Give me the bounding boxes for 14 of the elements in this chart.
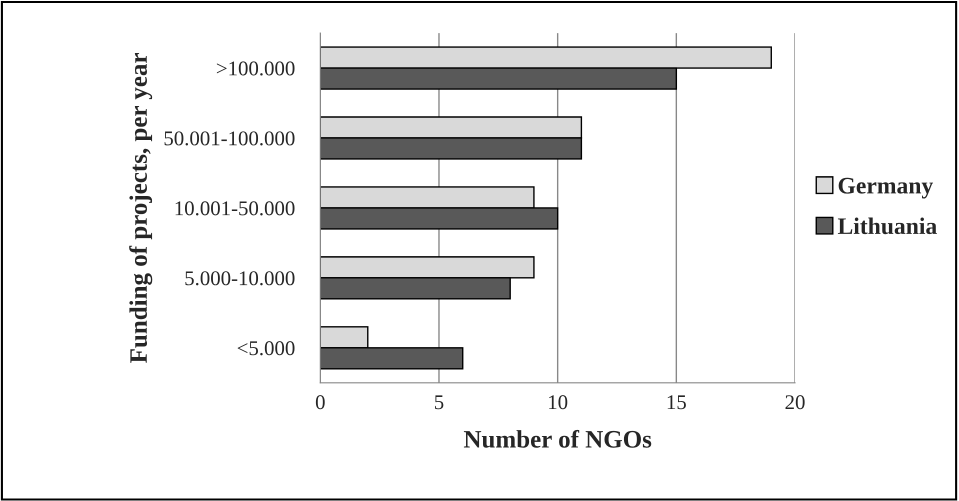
x-axis-title: Number of NGOs: [464, 430, 652, 448]
y-tick-label: >100.000: [216, 61, 295, 76]
legend-label: Germany: [838, 178, 934, 199]
legend-label: Lithuania: [838, 218, 937, 234]
y-tick-label: 50.001-100.000: [164, 131, 295, 146]
x-tick-label: 20: [786, 395, 805, 410]
y-axis-title: Funding of projects, per year: [129, 53, 152, 363]
y-tick-label: <5.000: [238, 341, 295, 356]
y-tick-label: 10.001-50.000: [176, 201, 295, 216]
x-tick-label: 15: [668, 395, 686, 410]
x-tick-label: 10: [549, 395, 568, 410]
y-tick-label: 5.000-10.000: [185, 271, 295, 286]
x-tick-label: 0: [316, 395, 325, 410]
x-tick-label: 5: [434, 395, 444, 410]
